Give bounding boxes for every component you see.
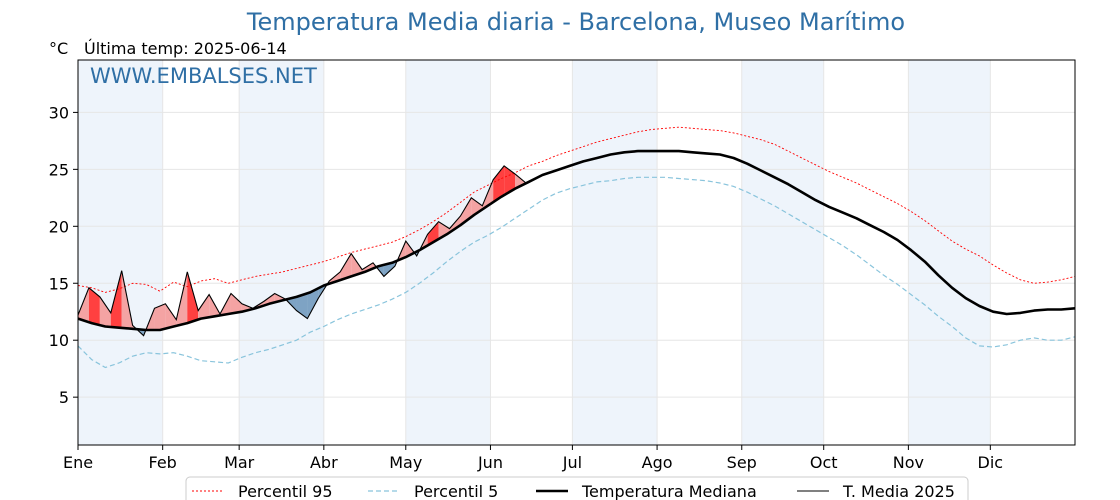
x-tick-label: Ene	[63, 453, 93, 472]
fill-above-median	[362, 262, 374, 273]
plot-frame	[77, 59, 1076, 446]
y-tick-label: 30	[49, 103, 69, 122]
month-band-Mar	[239, 60, 324, 445]
y-tick-label: 15	[49, 274, 69, 293]
series-t-media-2025	[77, 165, 527, 337]
fill-above-median	[198, 294, 210, 320]
legend-box	[185, 476, 969, 500]
y-axis: 5 10 15 20 25 30	[49, 103, 78, 407]
fill-above-median	[471, 197, 483, 217]
month-band-May	[405, 60, 491, 445]
y-tick-label: 10	[49, 331, 69, 350]
legend-label: Temperatura Mediana	[581, 482, 757, 500]
fill-above-median	[340, 253, 352, 281]
fill-above-median	[449, 216, 461, 233]
chart-title: Temperatura Media diaria - Barcelona, Mu…	[246, 8, 906, 36]
watermark: WWW.EMBALSES.NET	[90, 64, 317, 88]
x-tick-label: Sep	[727, 453, 757, 472]
fill-below-median	[307, 288, 319, 319]
series-lines	[77, 126, 1076, 369]
legend-label: T. Media 2025	[842, 482, 955, 500]
x-tick-label: Jun	[477, 453, 503, 472]
fill-above-median	[78, 287, 89, 323]
fill-above-median	[187, 271, 199, 324]
x-tick-label: Dic	[978, 453, 1004, 472]
y-tick-label: 20	[49, 217, 69, 236]
fill-above-median	[88, 287, 100, 326]
month-bands	[78, 60, 991, 445]
legend-label: Percentil 5	[414, 482, 498, 500]
fill-above-median	[515, 173, 526, 189]
month-band-Ene	[78, 60, 163, 445]
legend-label: Percentil 95	[238, 482, 333, 500]
y-tick-label: 5	[59, 388, 69, 407]
x-tick-label: Jul	[562, 453, 582, 472]
last-temp-label: Última temp: 2025-06-14	[84, 39, 287, 58]
x-tick-label: Mar	[224, 453, 255, 472]
fill-above-median	[438, 221, 450, 240]
fill-above-median	[504, 165, 516, 196]
fill-above-median	[165, 303, 177, 329]
anomaly-fills	[78, 165, 526, 336]
fill-above-median	[154, 303, 166, 330]
x-tick-label: Feb	[149, 453, 177, 472]
x-tick-label: Nov	[893, 453, 924, 472]
x-tick-label: May	[389, 453, 422, 472]
fill-above-median	[493, 165, 505, 203]
month-band-Sep	[741, 60, 824, 445]
series-temperatura-mediana	[77, 149, 1076, 332]
month-band-Jul	[572, 60, 658, 445]
x-tick-label: Oct	[810, 453, 838, 472]
month-band-Nov	[908, 60, 991, 445]
unit-label: °C	[49, 39, 69, 58]
series-percentil-95	[77, 126, 1076, 293]
fill-above-median	[99, 296, 111, 327]
fill-above-median	[351, 253, 363, 277]
x-tick-label: Ago	[642, 453, 673, 472]
legend: Percentil 95 Percentil 5 Temperatura Media…	[185, 476, 969, 500]
fill-above-median	[110, 270, 122, 328]
x-tick-label: Abr	[310, 453, 338, 472]
x-axis: Ene Feb Mar Abr May Jun Jul Ago Sep Oct Nov Dic	[63, 445, 1003, 472]
fill-above-median	[230, 293, 242, 314]
y-tick-label: 25	[49, 160, 69, 179]
series-percentil-5	[77, 176, 1076, 369]
